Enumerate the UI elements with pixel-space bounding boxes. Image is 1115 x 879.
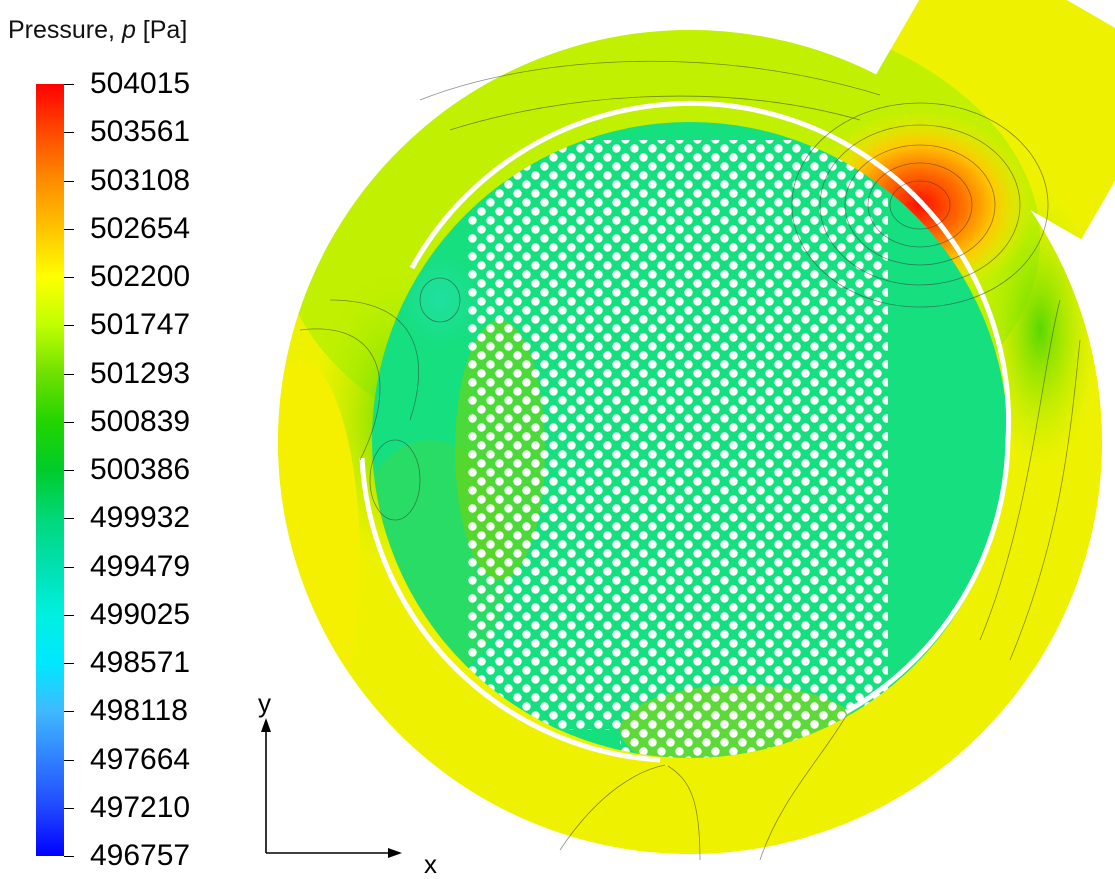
- inner-disk: [372, 122, 1008, 758]
- legend-tick-label: 497664: [90, 742, 191, 776]
- legend-tick-label: 497210: [90, 790, 191, 824]
- legend-tick-mark: [64, 663, 74, 664]
- baffle-edge-upper: [409, 100, 1012, 715]
- legend-tick-label: 501293: [90, 356, 191, 390]
- legend-tick-mark: [64, 132, 74, 134]
- legend-tick-mark: [64, 277, 74, 278]
- legend-tick-mark: [64, 807, 74, 809]
- legend-title-unit: [Pa]: [135, 16, 188, 44]
- legend-tick-mark: [64, 614, 74, 616]
- legend-tick-mark: [64, 228, 74, 230]
- legend-tick-label: 498118: [90, 694, 188, 728]
- x-axis-label: x: [424, 849, 437, 879]
- legend-title-prefix: Pressure,: [8, 16, 122, 44]
- legend-tick-label: 502654: [90, 211, 191, 245]
- legend-tick-mark: [64, 325, 74, 327]
- legend-tick-label: 503561: [90, 115, 191, 149]
- tube-hole-array: [468, 140, 888, 730]
- legend-title: Pressure, p [Pa]: [8, 16, 187, 45]
- legend-tick-label: 500386: [90, 453, 191, 486]
- legend-tick-mark: [64, 470, 74, 471]
- legend-tick-mark: [64, 180, 74, 182]
- legend-colorbar: [36, 84, 64, 856]
- axis-indicator: y x: [258, 688, 437, 879]
- legend-tick-label: 499025: [90, 597, 191, 631]
- legend-tick-mark: [64, 711, 74, 713]
- legend-tick-mark: [64, 856, 74, 857]
- y-axis-label: y: [258, 688, 271, 718]
- legend-tick-label: 496757: [90, 839, 191, 872]
- legend-tick-mark: [64, 759, 74, 761]
- legend-tick-label: 498571: [90, 646, 191, 679]
- legend-title-symbol: p: [121, 16, 136, 44]
- legend-tick-mark: [64, 518, 74, 520]
- legend-tick-label: 502200: [90, 260, 191, 293]
- baffle-edge-lower: [359, 457, 661, 763]
- legend-tick-label: 500839: [90, 404, 191, 438]
- legend-tick-mark: [64, 421, 74, 423]
- legend-tick-label: 503108: [90, 163, 191, 197]
- legend-tick-label: 504015: [90, 67, 191, 100]
- legend-tick-mark: [64, 84, 74, 85]
- legend-tick-mark: [64, 373, 74, 375]
- legend-tick-label: 501747: [90, 308, 191, 342]
- legend-tick-label: 499932: [90, 501, 191, 535]
- legend-tick-label: 499479: [90, 549, 191, 583]
- isobar-lines: [299, 60, 1081, 861]
- legend-tick-mark: [64, 566, 74, 568]
